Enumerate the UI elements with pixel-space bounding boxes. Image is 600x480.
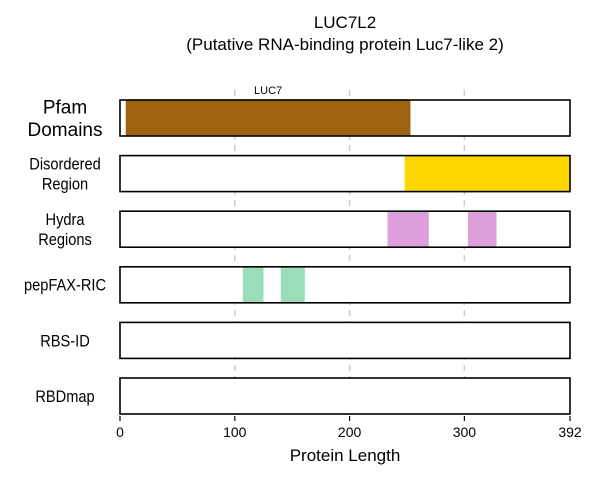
x-tick-label: 300 [453, 424, 477, 440]
track-frame [119, 154, 571, 193]
segment-bar [387, 211, 429, 248]
x-tick-label: 100 [223, 424, 247, 440]
segment-bar [280, 266, 305, 303]
track-label-line: RBS-ID [40, 332, 90, 350]
track-label-line: Domains [28, 120, 103, 141]
track-label-line: Hydra [46, 211, 85, 229]
x-tick-label: 392 [558, 424, 582, 440]
track-label: Disordered Region [29, 156, 100, 194]
track-label-line: RBDmap [35, 388, 94, 406]
track-label: RBS-ID [40, 332, 90, 350]
track-label: Hydra Regions [38, 211, 92, 249]
segment-label: LUC7 [254, 85, 282, 97]
track-label-line: Disordered [29, 156, 100, 174]
segment-bar [125, 100, 411, 136]
x-tick-label: 0 [116, 424, 124, 440]
track-label-line: Region [42, 176, 88, 194]
track-frame [119, 210, 571, 248]
track-frame [119, 99, 571, 137]
track-background [120, 211, 570, 248]
track-label: pepFAX-RIC [24, 277, 106, 295]
chart-title: LUC7L2 [314, 13, 376, 32]
track-label-line: Pfam [43, 97, 87, 118]
x-axis-label: Protein Length [290, 446, 401, 465]
chart-subtitle: (Putative RNA-binding protein Luc7-like … [186, 35, 504, 54]
x-tick-label: 200 [338, 424, 362, 440]
track-label-line: Regions [38, 231, 92, 249]
track-background [120, 378, 570, 414]
track-background [120, 266, 570, 303]
track-frame [119, 265, 571, 304]
segment-bar [404, 155, 570, 192]
track-frame [119, 321, 571, 360]
track-label: RBDmap [35, 388, 94, 406]
track-frame [119, 377, 571, 415]
segment-bar [467, 211, 497, 248]
segment-bar [242, 266, 264, 303]
x-axis: 0 100 200 300 392 [116, 416, 582, 440]
track-background [120, 322, 570, 359]
track-label-line: pepFAX-RIC [24, 277, 106, 295]
gridlines [234, 90, 466, 416]
